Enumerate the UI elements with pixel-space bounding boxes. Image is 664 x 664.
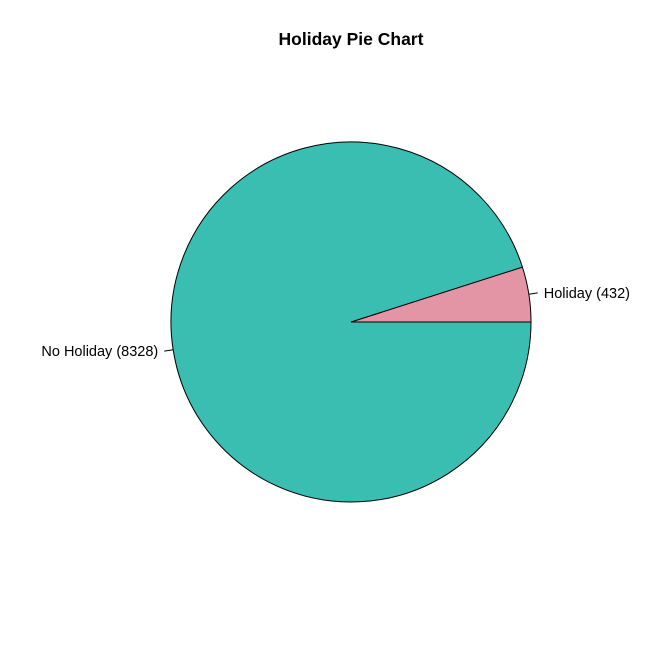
pie-labels: Holiday (432) No Holiday (8328) xyxy=(41,286,630,360)
pie-label-0: Holiday (432) xyxy=(544,286,630,302)
pie-slices xyxy=(170,141,532,503)
pie-label-tick-0 xyxy=(528,292,538,295)
pie-label-tick-1 xyxy=(164,349,174,352)
pie-slice-1 xyxy=(170,141,532,503)
chart-title: Holiday Pie Chart xyxy=(278,29,424,49)
pie-label-1: No Holiday (8328) xyxy=(41,344,158,360)
